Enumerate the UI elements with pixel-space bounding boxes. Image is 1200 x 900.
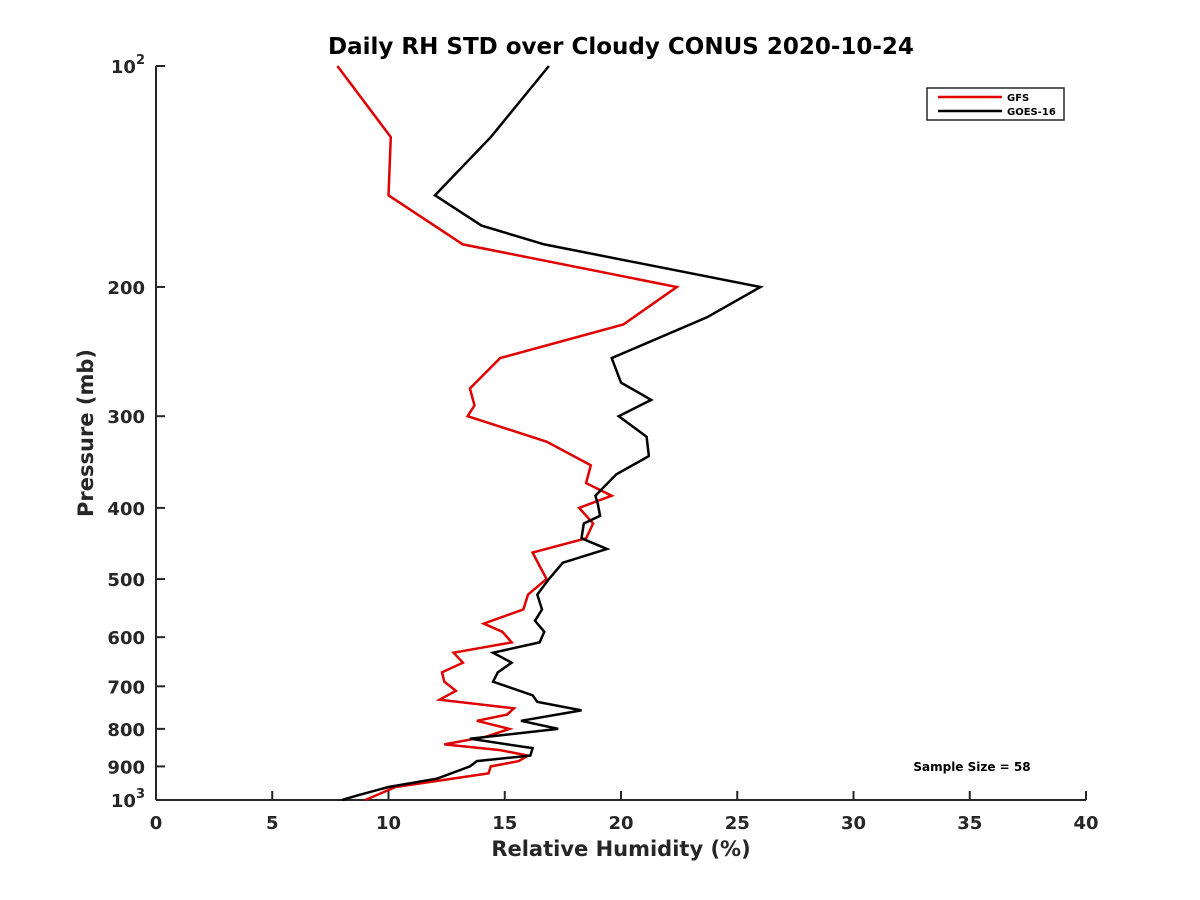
legend: GFS GOES-16 (926, 87, 1065, 121)
x-tick-label: 10 (376, 813, 401, 834)
x-tick-label: 5 (266, 813, 279, 834)
series-line-goes-16 (341, 65, 765, 802)
x-tick-label: 25 (725, 813, 750, 834)
x-tick-label: 35 (957, 813, 982, 834)
y-tick-label: 200 (107, 278, 145, 299)
series-lines (336, 65, 765, 802)
x-tick-label: 40 (1073, 813, 1098, 834)
x-axis-label: Relative Humidity (%) (491, 837, 750, 861)
y-tick-label: 800 (107, 720, 145, 741)
x-tick-label: 20 (608, 813, 633, 834)
legend-box (926, 87, 1065, 121)
y-tick-label: 103 (111, 787, 145, 812)
y-axis-label: Pressure (mb) (74, 349, 98, 517)
x-tick-label: 30 (841, 813, 866, 834)
y-tick-label: 500 (107, 570, 145, 591)
y-tick-label: 900 (107, 757, 145, 778)
x-ticks: 0 5 10 15 20 25 30 35 40 (150, 791, 1099, 834)
legend-label: GOES-16 (1007, 107, 1056, 118)
chart-title: Daily RH STD over Cloudy CONUS 2020-10-2… (328, 34, 914, 60)
sample-size-annotation: Sample Size = 58 (913, 760, 1030, 774)
y-tick-label: 102 (111, 53, 145, 78)
x-tick-label: 0 (150, 813, 163, 834)
y-tick-label: 300 (107, 407, 145, 428)
y-tick-label: 400 (107, 499, 145, 520)
y-tick-label: 600 (107, 628, 145, 649)
legend-label: GFS (1007, 93, 1029, 104)
y-tick-label: 700 (107, 677, 145, 698)
y-ticks: 102 200 300 400 500 600 700 800 900 103 (107, 53, 165, 812)
x-tick-label: 15 (492, 813, 517, 834)
series-line-gfs (336, 65, 680, 802)
